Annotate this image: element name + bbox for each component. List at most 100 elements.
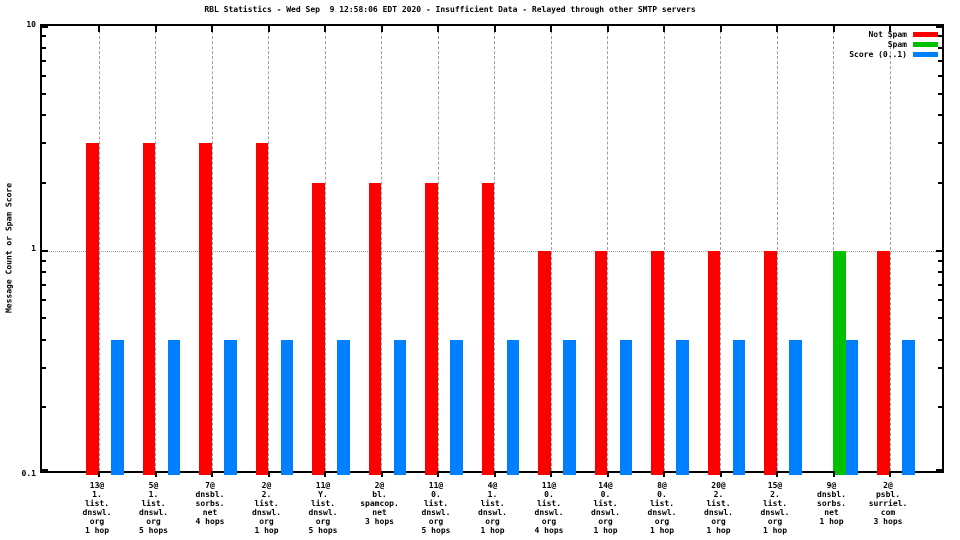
x-tick-label-line: list. — [706, 499, 731, 508]
x-tick-label-line: org — [315, 517, 331, 526]
bottom-axis-tick — [493, 471, 496, 477]
bar-score — [902, 339, 915, 475]
legend-label: Spam — [887, 39, 907, 49]
x-tick-label: 2@ 2. list. dnswl. org 1 hop — [232, 481, 302, 535]
legend-item: Score (0..1) — [849, 49, 938, 59]
x-tick-label-line: dnswl. — [760, 508, 790, 517]
top-axis-tick — [663, 26, 665, 32]
bar-not-spam — [764, 250, 777, 475]
y-minor-tick-left — [42, 406, 46, 409]
x-tick-label-line: org — [654, 517, 670, 526]
y-major-tick-right — [936, 469, 942, 471]
vertical-gridline — [889, 26, 891, 471]
x-tick-label-line: 1 hop — [649, 526, 675, 535]
x-tick-label-line: dnswl. — [82, 508, 112, 517]
x-tick-label-line: 5 hops — [308, 526, 338, 535]
bottom-axis-tick — [211, 471, 213, 477]
vertical-gridline — [550, 26, 552, 471]
x-tick-label: 11@ 0. list. dnswl. org 5 hops — [401, 481, 471, 535]
x-tick-label-line: 9@ — [826, 481, 837, 490]
x-tick-label-line: org — [146, 517, 161, 526]
x-tick-label-line: 11@ — [541, 481, 557, 490]
vertical-gridline — [833, 26, 834, 471]
x-tick-label-line: 4@ — [487, 481, 498, 490]
bar-not-spam — [255, 143, 268, 475]
x-tick-label-line: list. — [254, 499, 279, 508]
x-tick-label-line: 5 hops — [421, 526, 451, 535]
x-tick-label-line: 1 hop — [593, 526, 618, 535]
y-minor-tick-right — [938, 92, 942, 95]
bar-not-spam — [538, 250, 551, 475]
top-axis-tick — [606, 26, 609, 32]
x-tick-label-line: dnsbl. — [195, 490, 225, 499]
vertical-gridline — [324, 26, 326, 471]
bar-score — [167, 339, 180, 475]
bottom-axis-tick — [380, 471, 383, 477]
x-tick-label-line: 1 hop — [762, 526, 788, 535]
legend: Not Spam Spam Score (0..1) — [849, 29, 938, 59]
y-minor-tick-left — [42, 92, 46, 95]
x-tick-label-line: 0. — [431, 490, 441, 499]
x-tick-label-line: 4 hops — [195, 517, 225, 526]
x-tick-label-line: dnswl. — [534, 508, 564, 517]
y-minor-tick-left — [42, 366, 46, 369]
bottom-axis-tick — [324, 471, 326, 477]
y-minor-tick-left — [42, 299, 46, 302]
x-tick-label-line: 11@ — [315, 481, 331, 490]
top-axis-tick — [832, 26, 835, 32]
x-tick-label: 15@ 2. list. dnswl. org 1 hop — [740, 481, 810, 535]
x-tick-label-line: psbl. — [875, 490, 901, 499]
bottom-axis-tick — [832, 471, 835, 477]
y-minor-tick-right — [938, 59, 942, 62]
bar-score — [732, 339, 745, 475]
bar-score — [450, 339, 463, 475]
x-tick-label-line: list. — [84, 499, 110, 508]
bottom-axis-tick — [776, 471, 778, 477]
x-tick-label-line: 0. — [600, 490, 611, 499]
y-minor-tick-left — [42, 46, 46, 49]
bar-score — [563, 339, 576, 475]
x-tick-label-line: 11@ — [428, 481, 444, 490]
top-axis-tick — [98, 26, 100, 32]
x-tick-label-line: list. — [423, 499, 449, 508]
x-tick-label: 11@ 0. list. dnswl. org 4 hops — [514, 481, 584, 535]
bar-score — [845, 339, 858, 475]
x-tick-label-line: dnsbl. — [817, 490, 846, 499]
vertical-gridline — [381, 26, 382, 471]
bottom-axis-tick — [719, 471, 722, 477]
x-tick-label-line: list. — [310, 499, 336, 508]
top-axis-tick — [380, 26, 383, 32]
x-tick-label: 4@ 1. list. dnswl. org 1 hop — [458, 481, 528, 535]
x-tick-label-line: dnswl. — [308, 508, 338, 517]
y-minor-tick-right — [938, 74, 942, 77]
top-axis-tick — [889, 26, 891, 32]
y-minor-tick-left — [42, 259, 46, 262]
x-tick-label-line: 14@ — [598, 481, 613, 490]
x-tick-label-line: list. — [593, 499, 618, 508]
y-minor-tick-right — [938, 366, 942, 369]
x-tick-label-line: 1. — [487, 490, 498, 499]
x-tick-label-line: 20@ — [711, 481, 726, 490]
y-minor-tick-right — [938, 259, 942, 262]
y-minor-tick-right — [938, 284, 942, 287]
x-tick-label-line: 15@ — [767, 481, 783, 490]
y-minor-tick-left — [42, 338, 46, 341]
legend-item: Not Spam — [849, 29, 938, 39]
x-tick-label-line: spamcop. — [360, 499, 399, 508]
y-minor-tick-right — [938, 317, 942, 320]
x-tick-label-line: 13@ — [89, 481, 105, 490]
y-minor-tick-right — [938, 142, 942, 145]
x-tick-label-line: org — [259, 517, 274, 526]
x-tick-label-line: org — [428, 517, 444, 526]
x-tick-label-line: net — [372, 508, 387, 517]
x-tick-label-line: list. — [762, 499, 788, 508]
x-tick-label: 14@ 0. list. dnswl. org 1 hop — [571, 481, 641, 535]
bar-not-spam — [651, 250, 664, 475]
x-tick-label-line: org — [767, 517, 783, 526]
x-tick-label-line: sorbs. — [195, 499, 225, 508]
y-minor-tick-left — [42, 35, 46, 38]
bar-score — [676, 339, 689, 475]
y-minor-tick-right — [938, 271, 942, 274]
legend-swatch — [913, 31, 938, 37]
